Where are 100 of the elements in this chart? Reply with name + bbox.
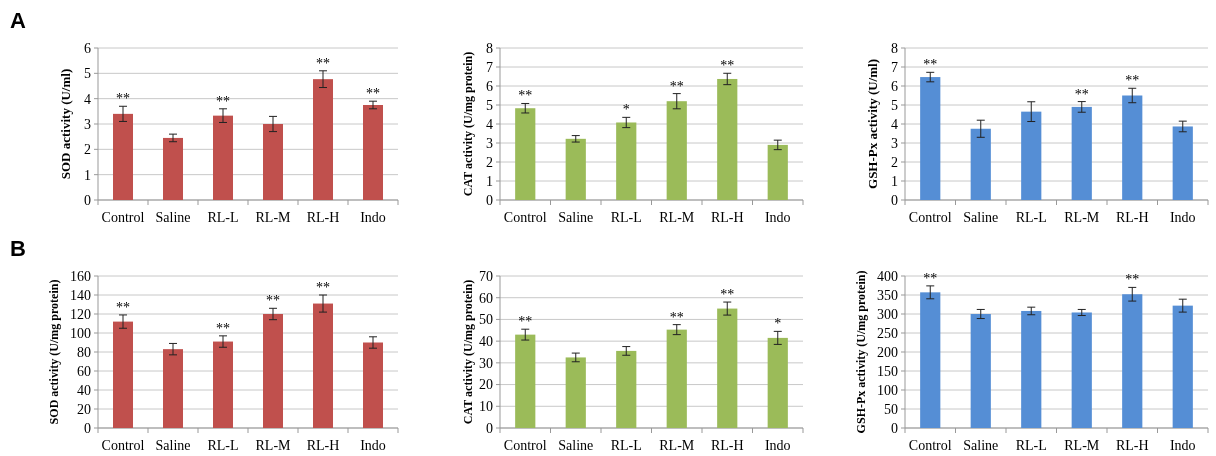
y-tick-label: 80 (77, 344, 91, 360)
y-tick-label: 0 (891, 420, 898, 436)
bar (920, 292, 941, 428)
bar (1122, 95, 1143, 200)
y-tick-label: 0 (486, 420, 493, 436)
bar (213, 115, 233, 200)
bar (1172, 126, 1193, 200)
y-tick-label: 5 (891, 97, 898, 113)
x-tick-label: Control (503, 438, 547, 453)
x-tick-label: RL-M (1064, 438, 1100, 453)
text: B (10, 236, 26, 261)
x-tick-label: RL-L (1015, 438, 1047, 453)
x-tick-label: RL-L (610, 210, 642, 225)
y-tick-label: 2 (486, 154, 493, 170)
y-tick-label: 4 (84, 91, 91, 107)
y-axis-title: SOD activity (U/mg protein) (47, 279, 61, 425)
annotation: ** (1125, 73, 1140, 89)
y-tick-label: 350 (877, 287, 898, 303)
x-tick-label: Control (908, 438, 952, 453)
x-tick-label: Saline (155, 438, 191, 453)
x-tick-label: RL-M (1064, 210, 1100, 225)
bar (163, 137, 183, 200)
annotation: ** (266, 293, 280, 309)
y-tick-label: 4 (891, 116, 898, 132)
y-tick-label: 60 (479, 290, 493, 306)
y-tick-label: 60 (77, 363, 91, 379)
y-axis-title: GSH-Px activity (U/mg protein) (854, 270, 868, 434)
annotation: ** (216, 320, 230, 336)
y-tick-label: 150 (877, 363, 898, 379)
y-tick-label: 7 (891, 59, 898, 75)
y-tick-label: 0 (84, 192, 91, 208)
x-tick-label: RL-M (255, 210, 292, 225)
y-tick-label: 1 (891, 173, 898, 189)
x-tick-label: RL-M (255, 438, 292, 453)
x-tick-label: Indo (764, 438, 791, 453)
y-tick-label: 3 (84, 116, 91, 132)
y-tick-label: 0 (84, 420, 91, 436)
y-tick-label: 10 (479, 399, 493, 415)
x-tick-label: RL-H (710, 438, 744, 453)
x-tick-label: RL-H (710, 210, 744, 225)
bar (313, 303, 333, 428)
y-tick-label: 6 (891, 78, 898, 94)
bar (1122, 294, 1143, 428)
bar (515, 108, 536, 200)
y-tick-label: 2 (891, 154, 898, 170)
x-tick-label: Indo (1169, 210, 1196, 225)
y-tick-label: 140 (70, 287, 91, 303)
annotation: ** (316, 280, 330, 295)
y-tick-label: 7 (486, 59, 493, 75)
bar (970, 128, 991, 200)
x-tick-label: Saline (558, 210, 594, 225)
x-tick-label: Control (101, 438, 145, 453)
y-tick-label: 5 (84, 66, 91, 82)
y-tick-label: 20 (77, 401, 91, 417)
x-tick-label: Saline (963, 210, 999, 225)
bar (363, 342, 383, 428)
x-tick-label: Saline (558, 438, 594, 453)
y-tick-label: 300 (877, 306, 898, 322)
y-tick-label: 40 (479, 334, 493, 350)
y-axis-title: CAT activity (U/mg protein) (461, 51, 475, 197)
y-tick-label: 70 (479, 268, 493, 284)
x-tick-label: RL-L (207, 210, 239, 225)
annotation: * (774, 316, 782, 332)
bar (767, 144, 788, 200)
x-tick-label: Control (908, 210, 952, 225)
bar (263, 314, 283, 428)
y-tick-label: 50 (479, 312, 493, 328)
bar (113, 113, 133, 200)
bar (666, 329, 687, 428)
bar (767, 337, 788, 428)
y-tick-label: 400 (877, 268, 898, 284)
annotation: ** (720, 58, 735, 74)
x-tick-label: Saline (963, 438, 999, 453)
x-tick-label: RL-H (1115, 210, 1149, 225)
bar (1172, 305, 1193, 428)
x-tick-label: RL-H (306, 210, 340, 225)
bar (163, 349, 183, 428)
y-tick-label: 8 (891, 40, 898, 56)
y-tick-label: 1 (486, 173, 493, 189)
bar (565, 138, 586, 200)
y-tick-label: 20 (479, 377, 493, 393)
annotation: ** (518, 88, 533, 104)
bar (666, 101, 687, 200)
annotation: ** (669, 309, 684, 325)
y-tick-label: 0 (891, 192, 898, 208)
annotation: ** (720, 287, 735, 303)
annotation: ** (923, 270, 938, 286)
x-tick-label: Control (101, 210, 145, 225)
bar (717, 308, 738, 428)
y-tick-label: 1 (84, 167, 91, 183)
bar (313, 79, 333, 200)
bar (1021, 310, 1042, 428)
bar (263, 124, 283, 200)
text: A (10, 8, 26, 33)
y-tick-label: 200 (877, 344, 898, 360)
bar (363, 105, 383, 200)
annotation: ** (116, 91, 130, 107)
bar (616, 350, 637, 428)
y-tick-label: 3 (486, 135, 493, 151)
y-tick-label: 100 (877, 382, 898, 398)
